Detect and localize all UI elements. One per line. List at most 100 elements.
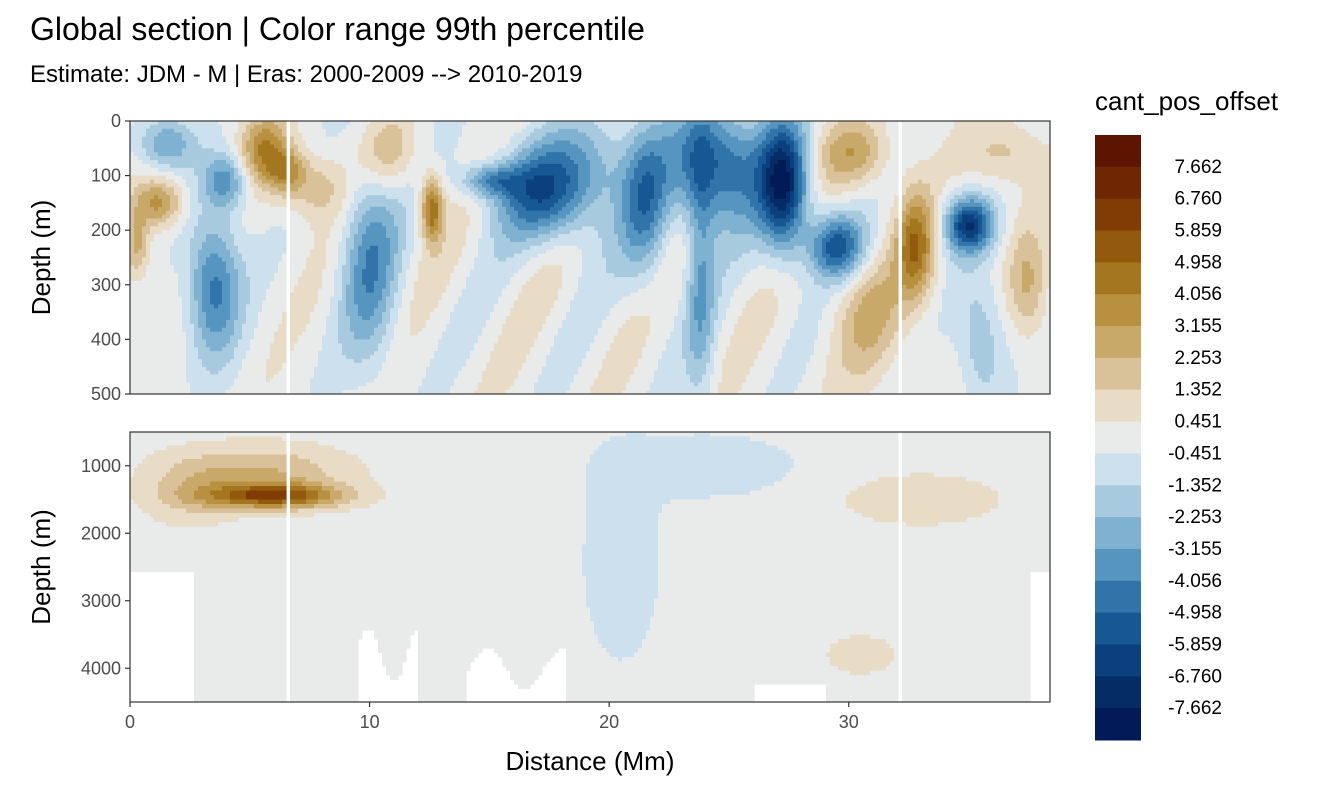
heatmap-cell: [222, 206, 227, 243]
heatmap-cell: [854, 490, 859, 514]
heatmap-cell: [918, 222, 923, 270]
heatmap-cell: [514, 226, 519, 243]
heatmap-cell: [250, 468, 255, 483]
heatmap-cell: [674, 132, 679, 188]
heatmap-cell: [762, 343, 767, 394]
x-tick-label: 20: [599, 712, 619, 732]
heatmap-cell: [278, 454, 283, 474]
heatmap-cell: [526, 238, 531, 251]
heatmap-cell: [970, 210, 975, 216]
heatmap-cell: [278, 152, 283, 181]
heatmap-cell: [274, 436, 279, 456]
heatmap-cell: [134, 432, 139, 469]
heatmap-cell: [978, 202, 983, 208]
heatmap-cell: [330, 477, 335, 487]
heatmap-cell: [914, 218, 919, 235]
heatmap-cell: [406, 183, 411, 270]
heatmap-cell: [630, 657, 635, 702]
heatmap-cell: [822, 378, 827, 394]
heatmap-cell: [578, 132, 583, 149]
heatmap-cell: [814, 284, 819, 340]
heatmap-cell: [698, 121, 703, 126]
heatmap-cell: [130, 432, 135, 478]
heatmap-cell: [302, 218, 307, 270]
heatmap-cell: [550, 238, 555, 251]
heatmap-cell: [298, 499, 303, 505]
heatmap-cell: [782, 273, 787, 348]
heatmap-cell: [658, 432, 663, 438]
heatmap-cell: [578, 121, 583, 134]
heatmap-cell: [894, 477, 899, 523]
heatmap-cell: [318, 499, 323, 505]
heatmap-cell: [134, 253, 139, 270]
heatmap-cell: [858, 304, 863, 348]
heatmap-cell: [146, 454, 151, 514]
y-tick-label: 4000: [81, 658, 121, 678]
heatmap-cell: [990, 210, 995, 239]
heatmap-cell: [430, 175, 435, 184]
heatmap-cell: [338, 121, 343, 134]
heatmap-cell: [350, 454, 355, 487]
legend-swatch: [1095, 294, 1141, 327]
heatmap-cell: [974, 191, 979, 196]
heatmap-cell: [294, 481, 299, 487]
y-tick-label: 500: [91, 384, 121, 404]
heatmap-cell: [342, 432, 347, 451]
heatmap-cell: [954, 230, 959, 239]
heatmap-cell: [918, 179, 923, 196]
heatmap-cell: [546, 163, 551, 177]
heatmap-cell: [250, 175, 255, 188]
heatmap-cell: [470, 167, 475, 181]
heatmap-cell: [990, 374, 995, 394]
heatmap-cell: [238, 167, 243, 177]
heatmap-cell: [354, 499, 359, 510]
heatmap-cell: [582, 195, 587, 212]
heatmap-cell: [222, 454, 227, 469]
heatmap-cell: [902, 319, 907, 340]
heatmap-cell: [654, 436, 659, 600]
heatmap-cell: [694, 199, 699, 220]
heatmap-cell: [738, 436, 743, 496]
heatmap-cell: [978, 304, 983, 379]
heatmap-cell: [998, 245, 1003, 321]
heatmap-cell: [182, 140, 187, 149]
heatmap-cell: [322, 335, 327, 394]
heatmap-cell: [986, 152, 991, 177]
heatmap-cell: [810, 226, 815, 262]
heatmap-cell: [206, 432, 211, 442]
heatmap-cell: [994, 206, 999, 243]
heatmap-cell: [998, 432, 1003, 702]
heatmap-cell: [206, 508, 211, 514]
heatmap-cell: [838, 670, 843, 702]
heatmap-cell: [778, 226, 783, 235]
heatmap-cell: [1026, 121, 1031, 134]
heatmap-cell: [634, 261, 639, 278]
heatmap-cell: [574, 374, 579, 394]
heatmap-cell: [794, 432, 799, 685]
heatmap-cell: [946, 249, 951, 337]
heatmap-cell: [746, 234, 751, 255]
heatmap-cell: [162, 171, 167, 177]
heatmap-cell: [658, 513, 663, 702]
heatmap-cell: [930, 195, 935, 278]
heatmap-cell: [602, 319, 607, 360]
heatmap-cell: [538, 218, 543, 227]
heatmap-cell: [182, 526, 187, 573]
heatmap-cell: [962, 522, 967, 702]
heatmap-cell: [206, 234, 211, 259]
heatmap-cell: [310, 202, 315, 231]
heatmap-cell: [774, 366, 779, 394]
heatmap-cell: [246, 140, 251, 153]
heatmap-cell: [230, 160, 235, 169]
heatmap-cell: [482, 199, 487, 329]
heatmap-cell: [250, 486, 255, 492]
heatmap-cell: [870, 199, 875, 251]
heatmap-cell: [230, 481, 235, 487]
heatmap-cell: [846, 370, 851, 394]
heatmap-cell: [754, 432, 759, 442]
heatmap-cell: [154, 226, 159, 235]
heatmap-cell: [882, 327, 887, 352]
heatmap-cell: [522, 148, 527, 161]
heatmap-cell: [370, 222, 375, 247]
heatmap-cell: [238, 436, 243, 456]
